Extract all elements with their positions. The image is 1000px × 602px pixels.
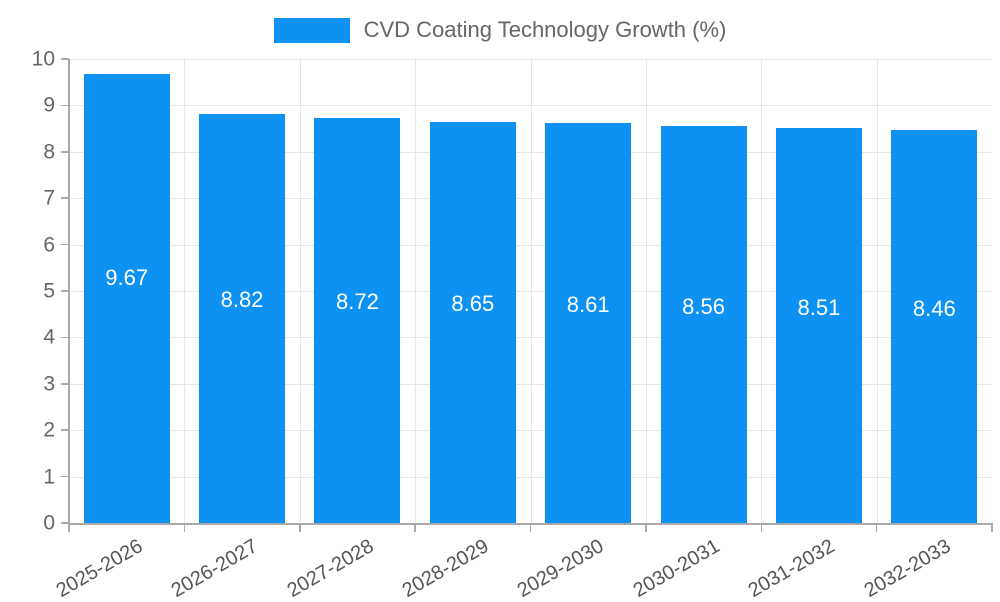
- y-axis-tick: [61, 104, 69, 107]
- y-axis-tick-label: 3: [43, 372, 55, 396]
- y-axis-tick-label: 5: [43, 279, 55, 303]
- y-axis-tick: [61, 243, 69, 246]
- x-axis-tick-label: 2029-2030: [514, 535, 608, 602]
- x-axis-tick: [760, 523, 762, 532]
- legend-label: CVD Coating Technology Growth (%): [363, 17, 727, 42]
- y-axis-tick: [61, 151, 69, 153]
- bar-value-label: 8.82: [220, 286, 264, 312]
- gridline-vertical: [530, 59, 532, 523]
- chart-legend: CVD Coating Technology Growth (%): [0, 14, 1000, 46]
- y-axis-tick: [61, 429, 69, 431]
- y-axis-tick: [61, 475, 69, 478]
- y-axis-tick-label: 9: [43, 93, 55, 117]
- legend-color-swatch[interactable]: [273, 17, 350, 43]
- bar[interactable]: [775, 128, 862, 523]
- bar-value-label: 8.72: [336, 289, 379, 315]
- bar[interactable]: [891, 130, 978, 523]
- gridline-vertical: [761, 59, 763, 523]
- x-axis-tick: [529, 523, 532, 532]
- y-axis-tick: [61, 336, 69, 339]
- x-axis-tick: [183, 523, 186, 532]
- x-axis-tick: [991, 523, 993, 532]
- x-axis-tick: [645, 523, 647, 532]
- y-axis-tick-label: 4: [43, 325, 55, 349]
- gridline-vertical: [184, 59, 186, 523]
- x-axis-tick: [299, 523, 301, 532]
- bar-value-label: 8.61: [566, 292, 610, 318]
- x-axis-tick-label: 2028-2029: [398, 535, 493, 602]
- y-axis-tick-label: 6: [43, 233, 55, 257]
- x-axis-tick-label: 2026-2027: [167, 535, 262, 602]
- bar[interactable]: [83, 74, 170, 523]
- x-axis-tick-label: 2027-2028: [283, 535, 378, 602]
- y-axis-tick: [61, 197, 69, 199]
- x-axis-tick-label: 2031-2032: [744, 535, 839, 602]
- bar[interactable]: [314, 118, 401, 523]
- bar[interactable]: [545, 123, 632, 523]
- gridline-vertical: [645, 59, 647, 523]
- y-axis-tick: [61, 290, 69, 292]
- x-axis-tick-label: 2032-2033: [860, 535, 955, 602]
- x-axis-tick: [414, 523, 416, 532]
- bar[interactable]: [199, 113, 286, 523]
- gridline-vertical: [299, 59, 301, 523]
- bar[interactable]: [660, 125, 747, 523]
- gridline-vertical: [876, 59, 878, 523]
- x-axis-tick: [875, 523, 878, 532]
- y-axis-tick-label: 1: [43, 465, 55, 489]
- bar-value-label: 9.67: [105, 265, 149, 291]
- x-axis-tick: [68, 523, 70, 532]
- y-axis-tick: [61, 522, 69, 524]
- gridline-vertical: [415, 59, 417, 523]
- x-axis-tick-label: 2025-2026: [52, 535, 147, 602]
- bar[interactable]: [429, 121, 516, 523]
- bar-value-label: 8.65: [451, 291, 495, 317]
- y-axis-tick: [61, 58, 69, 60]
- bar-value-label: 8.51: [797, 294, 841, 320]
- y-axis-tick-label: 8: [43, 140, 55, 164]
- plot-area: 9.67 8.82 8.72 8.65 8.61 8.56 8.51 8.46: [69, 59, 992, 524]
- y-axis-tick: [61, 383, 69, 385]
- y-axis-tick-label: 2: [43, 418, 55, 442]
- y-axis-labels: 0 1 2 3 4 5 6 7 8 9 10: [0, 0, 55, 600]
- y-axis-tick-label: 10: [31, 47, 55, 71]
- bar-value-label: 8.46: [912, 296, 956, 322]
- x-axis-tick-label: 2030-2031: [629, 535, 724, 602]
- y-axis-tick-label: 0: [43, 511, 55, 535]
- y-axis-tick-label: 7: [43, 186, 55, 210]
- bar-value-label: 8.56: [682, 293, 725, 319]
